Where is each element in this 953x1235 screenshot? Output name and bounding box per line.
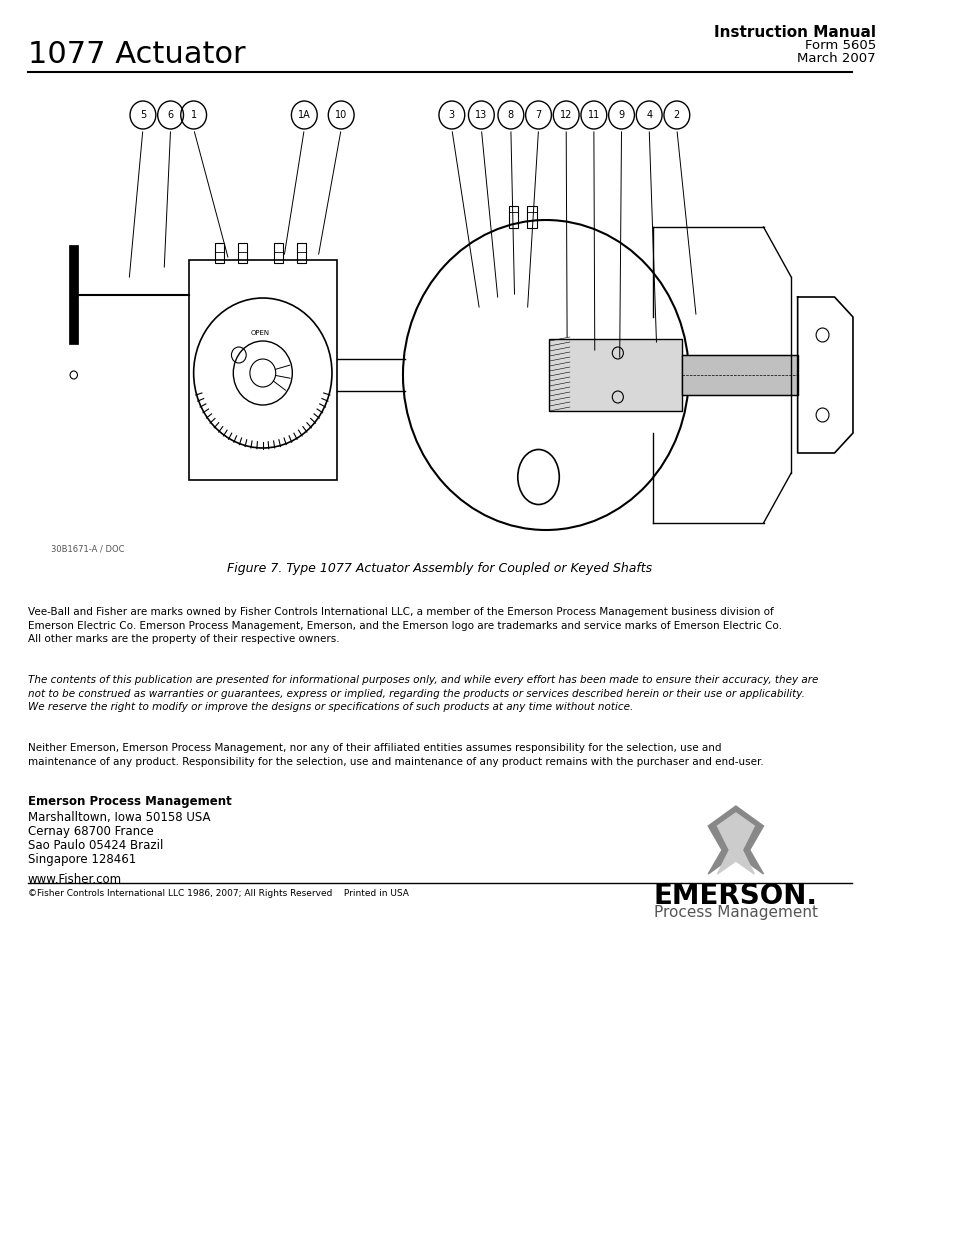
Text: OPEN: OPEN — [251, 330, 270, 336]
Text: Process Management: Process Management — [653, 905, 817, 920]
Text: 30B1671-A / DOC: 30B1671-A / DOC — [51, 545, 124, 555]
Text: 13: 13 — [475, 110, 487, 120]
Text: 6: 6 — [168, 110, 173, 120]
Text: 1: 1 — [191, 110, 196, 120]
Bar — [527, 206, 537, 228]
Text: 12: 12 — [559, 110, 572, 120]
Bar — [237, 243, 247, 263]
Text: The contents of this publication are presented for informational purposes only, : The contents of this publication are pre… — [28, 676, 817, 713]
Text: 1A: 1A — [297, 110, 311, 120]
Text: Instruction Manual: Instruction Manual — [713, 25, 875, 40]
Text: Cernay 68700 France: Cernay 68700 France — [28, 825, 153, 839]
Bar — [509, 206, 517, 228]
Bar — [214, 243, 224, 263]
Bar — [548, 338, 681, 411]
Text: Singapore 128461: Singapore 128461 — [28, 853, 135, 866]
Text: Marshalltown, Iowa 50158 USA: Marshalltown, Iowa 50158 USA — [28, 811, 210, 824]
Bar — [189, 261, 336, 480]
Polygon shape — [707, 806, 762, 874]
Text: 11: 11 — [587, 110, 599, 120]
Text: Figure 7. Type 1077 Actuator Assembly for Coupled or Keyed Shafts: Figure 7. Type 1077 Actuator Assembly fo… — [227, 562, 652, 576]
Text: Neither Emerson, Emerson Process Management, nor any of their affiliated entitie: Neither Emerson, Emerson Process Managem… — [28, 743, 762, 767]
Text: 4: 4 — [645, 110, 652, 120]
Text: EMERSON.: EMERSON. — [653, 882, 817, 910]
Polygon shape — [717, 813, 754, 874]
Text: 3: 3 — [448, 110, 455, 120]
Text: Form 5605: Form 5605 — [804, 40, 875, 52]
Bar — [274, 243, 283, 263]
Text: Emerson Process Management: Emerson Process Management — [28, 795, 232, 808]
Text: Sao Paulo 05424 Brazil: Sao Paulo 05424 Brazil — [28, 839, 163, 852]
Text: 5: 5 — [140, 110, 146, 120]
Bar — [296, 243, 306, 263]
Text: 10: 10 — [335, 110, 347, 120]
Text: 7: 7 — [535, 110, 541, 120]
Text: March 2007: March 2007 — [797, 52, 875, 65]
Text: Vee-Ball and Fisher are marks owned by Fisher Controls International LLC, a memb: Vee-Ball and Fisher are marks owned by F… — [28, 606, 781, 645]
Text: 2: 2 — [673, 110, 679, 120]
Bar — [681, 354, 797, 395]
Text: www.Fisher.com: www.Fisher.com — [28, 873, 122, 885]
Text: 8: 8 — [507, 110, 514, 120]
Text: ©Fisher Controls International LLC 1986, 2007; All Rights Reserved    Printed in: ©Fisher Controls International LLC 1986,… — [28, 889, 408, 898]
Text: 9: 9 — [618, 110, 624, 120]
Text: 1077 Actuator: 1077 Actuator — [28, 40, 245, 69]
